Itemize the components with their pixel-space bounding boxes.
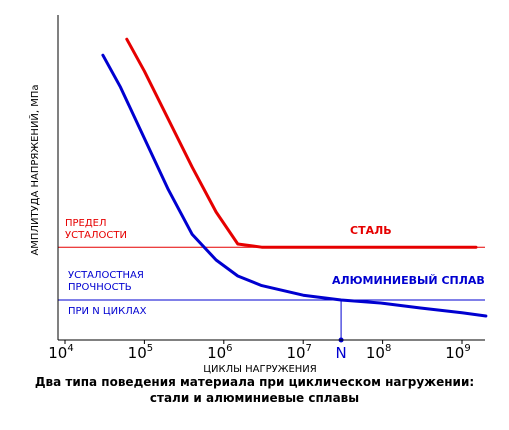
x-tick-label-4: 107 [286, 343, 311, 362]
x-ticks-layer: 104 105 106 107 108 109 N [48, 340, 471, 362]
x-axis-label: ЦИКЛЫ НАГРУЖЕНИЯ [203, 364, 317, 375]
x-tick-label-5: 108 [366, 343, 391, 362]
x-tick-label-1: 104 [48, 343, 73, 362]
reference-lines-layer [58, 246, 485, 340]
n-marker-label: N [335, 344, 346, 362]
x-tick-label-6: 109 [445, 343, 470, 362]
x-tick-label-3: 106 [207, 343, 232, 362]
caption-line-2: стали и алюминиевые сплавы [149, 391, 360, 405]
caption-line-1: Два типа поведения материала при цикличе… [34, 375, 475, 389]
fatigue-limit-label-2: УСТАЛОСТИ [65, 230, 127, 241]
steel-series-label: СТАЛЬ [350, 224, 392, 237]
fatigue-limit-label-1: ПРЕДЕЛ [65, 218, 107, 229]
axes-layer: АМПЛИТУДА НАПРЯЖЕНИЙ, МПа ЦИКЛЫ НАГРУЖЕН… [28, 15, 485, 375]
series-line-steel [125, 37, 478, 249]
aluminum-series-label: АЛЮМИНИЕВЫЙ СПЛАВ [332, 274, 485, 287]
series-layer [101, 37, 488, 343]
fatigue-strength-label-2: ПРОЧНОСТЬ [68, 282, 132, 293]
y-axis-label: АМПЛИТУДА НАПРЯЖЕНИЙ, МПа [28, 84, 41, 255]
x-tick-label-2: 105 [128, 343, 153, 362]
fatigue-strength-label-3: ПРИ N ЦИКЛАХ [68, 306, 147, 317]
fatigue-strength-label-1: УСТАЛОСТНАЯ [68, 270, 144, 281]
series-line-aluminum [101, 53, 488, 318]
